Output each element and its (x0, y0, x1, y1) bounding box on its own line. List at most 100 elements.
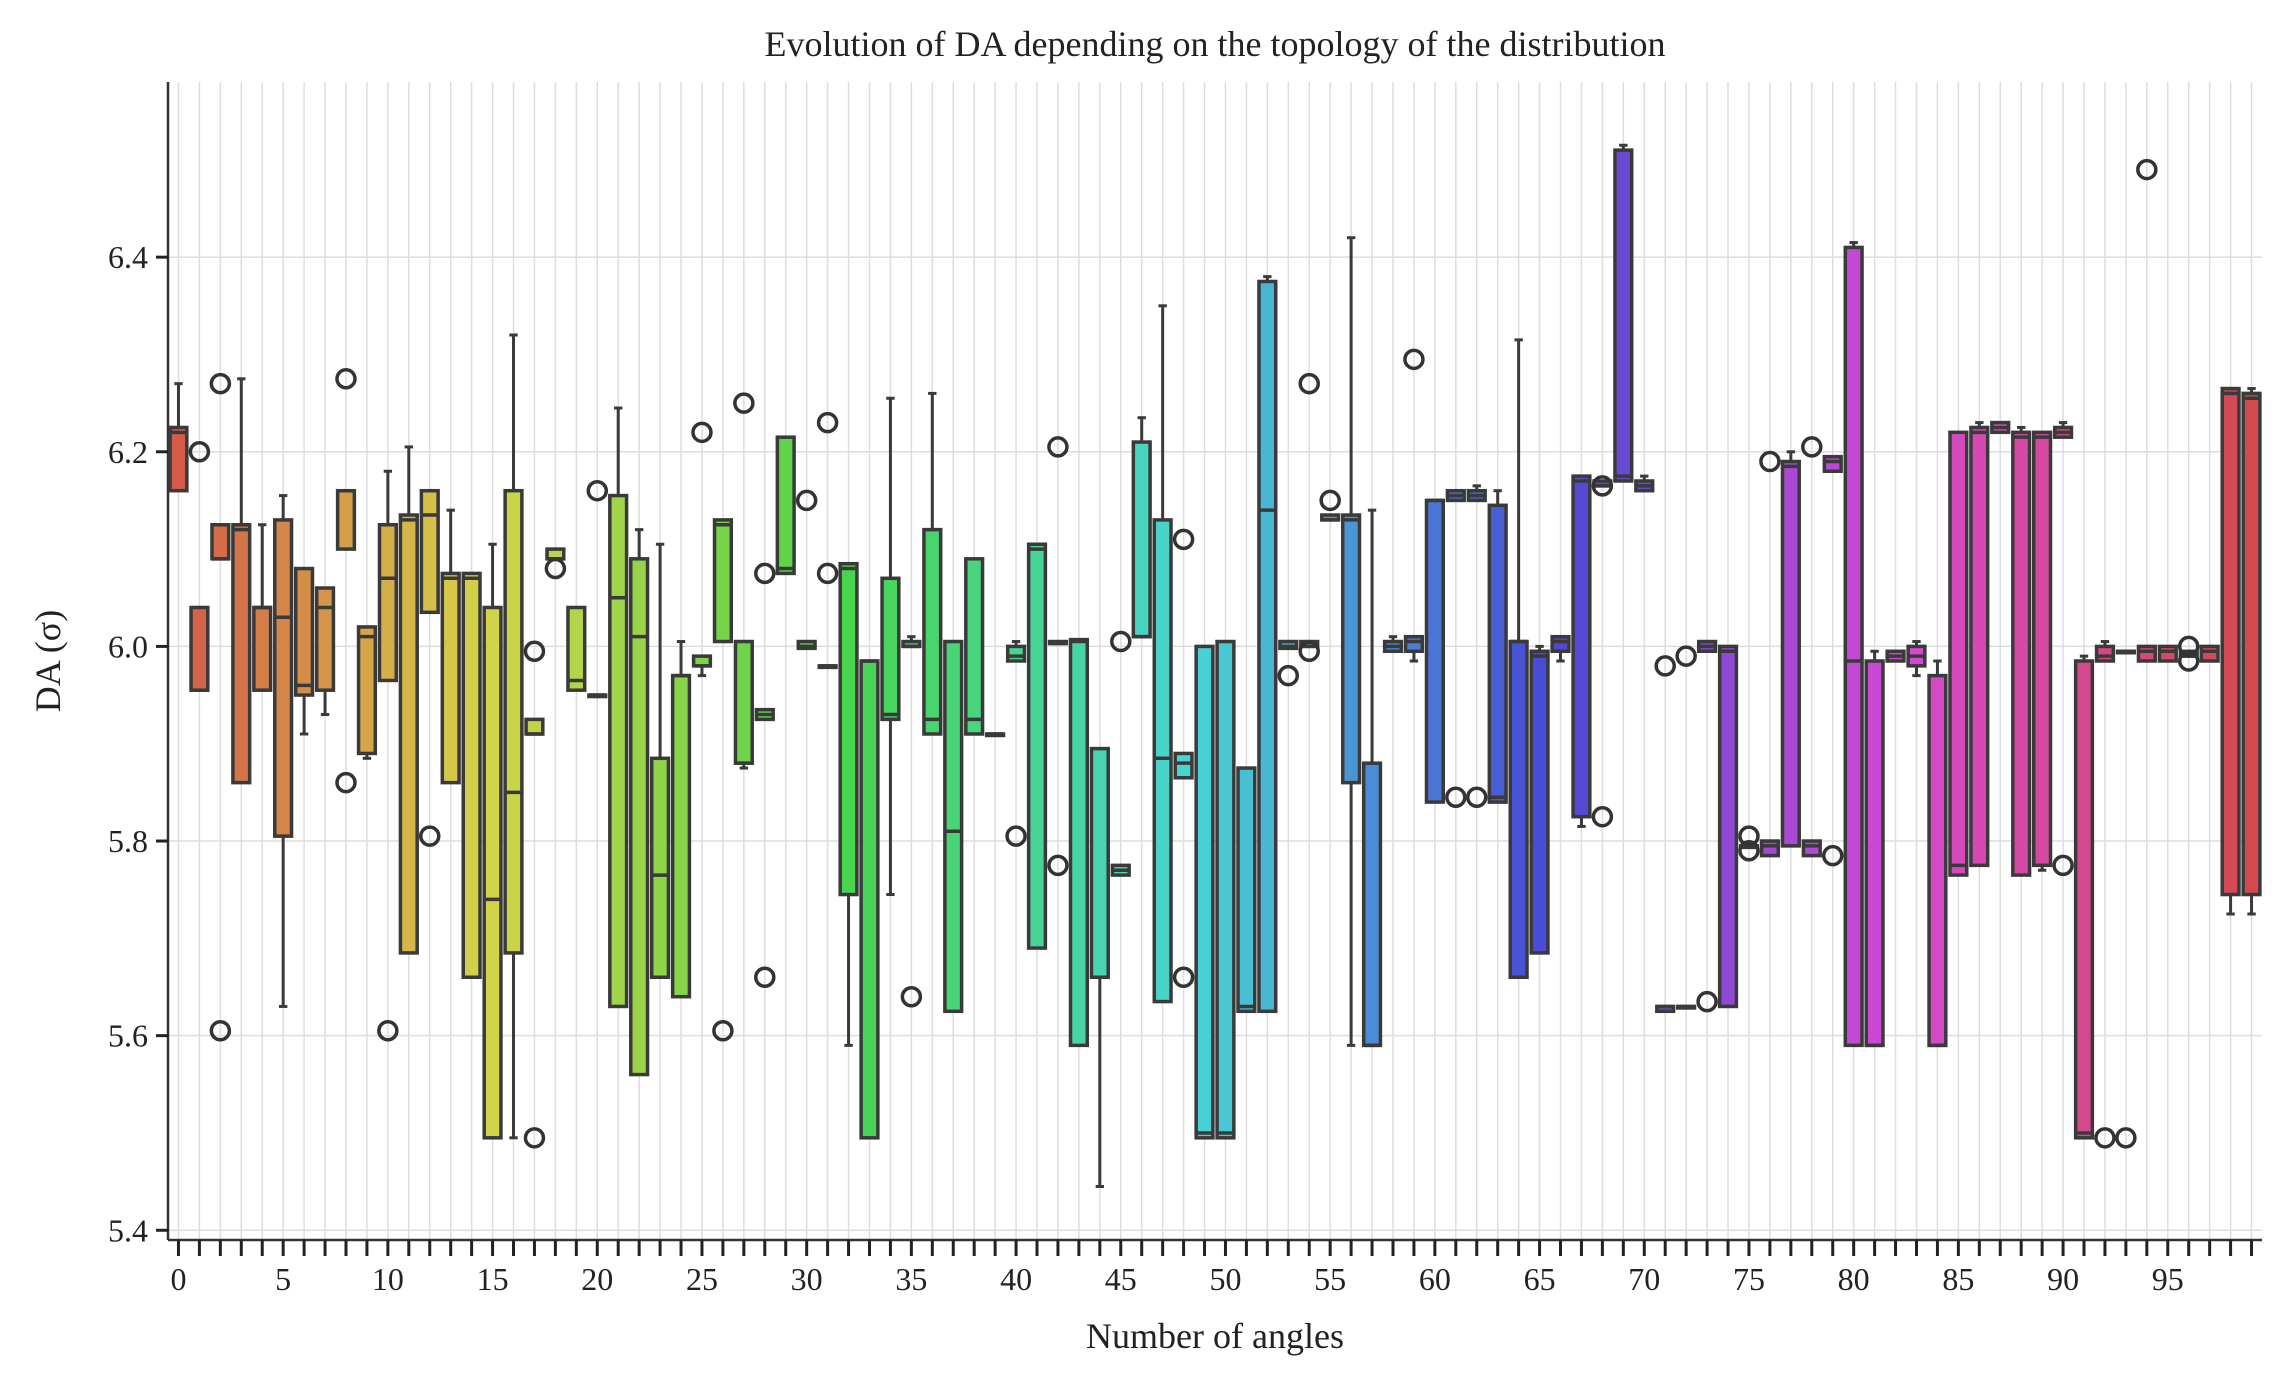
x-tick-label: 0 (170, 1261, 186, 1297)
box-body (629, 557, 650, 1077)
outlier-point (377, 1020, 399, 1042)
outlier-point (1821, 844, 1844, 867)
box-body (398, 513, 419, 955)
box-body (1969, 425, 1990, 868)
box-76 (1759, 450, 1781, 858)
x-tick-label: 20 (581, 1261, 613, 1297)
box-91 (2073, 654, 2095, 1140)
box-47 (1152, 304, 1173, 1004)
box-body (1487, 503, 1508, 804)
box-75 (1738, 825, 1760, 862)
box-body (482, 605, 503, 1140)
box-body (210, 523, 231, 561)
box-69 (1613, 143, 1634, 483)
outlier-point (1005, 825, 1027, 847)
box-body (252, 605, 273, 692)
box-64 (1508, 338, 1529, 980)
box-43 (1068, 637, 1090, 1048)
box-89 (2032, 430, 2053, 872)
outlier-point (1759, 450, 1781, 473)
box-72 (1675, 645, 1697, 1010)
box-body (2094, 644, 2116, 663)
box-79 (1821, 454, 1844, 867)
box-5 (273, 494, 294, 1008)
box-body (1089, 746, 1110, 980)
box-15 (482, 542, 503, 1140)
box-29 (775, 435, 796, 576)
box-body (293, 566, 315, 697)
box-body (168, 425, 189, 493)
box-body (2220, 386, 2241, 897)
box-56 (1340, 236, 1362, 1047)
box-39 (985, 732, 1006, 738)
y-tick-label: 5.6 (108, 1018, 148, 1054)
box-49 (1194, 644, 1215, 1140)
box-25 (691, 421, 713, 678)
box-body (1194, 644, 1215, 1140)
box-23 (649, 542, 671, 980)
box-body (943, 639, 964, 1014)
box-13 (440, 508, 461, 785)
box-body (419, 488, 440, 615)
box-35 (900, 635, 923, 1008)
box-70 (1634, 474, 1655, 493)
box-3 (231, 377, 252, 785)
outlier-point (900, 985, 923, 1008)
box-46 (1131, 416, 1152, 639)
box-48 (1172, 528, 1195, 989)
box-94 (2136, 158, 2158, 663)
box-86 (1969, 421, 1990, 868)
x-tick-label: 15 (477, 1261, 509, 1297)
box-31 (816, 411, 839, 670)
outlier-point (209, 1020, 232, 1042)
x-axis-ticks: 0 5 10 15 20 25 30 35 40 45 50 55 60 65 70 75 80 85 90 95 (170, 1240, 2254, 1297)
box-26 (712, 518, 734, 1042)
x-tick-label: 40 (1000, 1261, 1032, 1297)
outlier-point (754, 562, 776, 585)
box-52 (1257, 275, 1278, 1014)
box-67 (1571, 474, 1592, 828)
y-tick-label: 6.2 (108, 434, 148, 470)
box-45 (1110, 630, 1132, 877)
box-60 (1424, 498, 1445, 804)
box-body (608, 493, 629, 1009)
outlier-point (712, 1020, 734, 1042)
box-body (712, 518, 734, 644)
box-65 (1529, 644, 1550, 955)
box-82 (1885, 649, 1906, 663)
outlier-point (209, 372, 232, 395)
box-4 (252, 523, 273, 692)
box-body (2241, 391, 2262, 897)
outlier-point (1298, 640, 1320, 663)
box-body (189, 605, 210, 692)
box-66 (1550, 634, 1571, 663)
box-body (1927, 673, 1948, 1048)
box-body (377, 523, 398, 683)
box-95 (2157, 644, 2178, 663)
x-tick-label: 10 (372, 1261, 404, 1297)
box-99 (2241, 387, 2262, 916)
box-body (273, 518, 294, 838)
outlier-point (795, 489, 818, 512)
box-61 (1445, 488, 1467, 808)
box-body (1424, 498, 1445, 804)
box-38 (964, 557, 985, 736)
y-tick-label: 6.0 (108, 628, 148, 664)
box-body (1257, 279, 1278, 1014)
box-body (1152, 518, 1173, 1004)
box-36 (922, 391, 943, 736)
y-tick-label: 6.4 (108, 239, 148, 275)
x-tick-label: 25 (686, 1261, 718, 1297)
outlier-point (1738, 840, 1760, 862)
box-8 (335, 368, 357, 794)
x-tick-label: 65 (1524, 1261, 1556, 1297)
box-body (1843, 245, 1864, 1048)
outlier-point (1110, 630, 1132, 653)
box-74 (1717, 644, 1739, 1009)
outlier-point (1738, 825, 1760, 847)
x-tick-label: 5 (275, 1261, 291, 1297)
box-83 (1906, 640, 1927, 678)
x-tick-label: 85 (1942, 1261, 1974, 1297)
x-tick-label: 70 (1628, 1261, 1660, 1297)
outlier-point (754, 966, 776, 989)
